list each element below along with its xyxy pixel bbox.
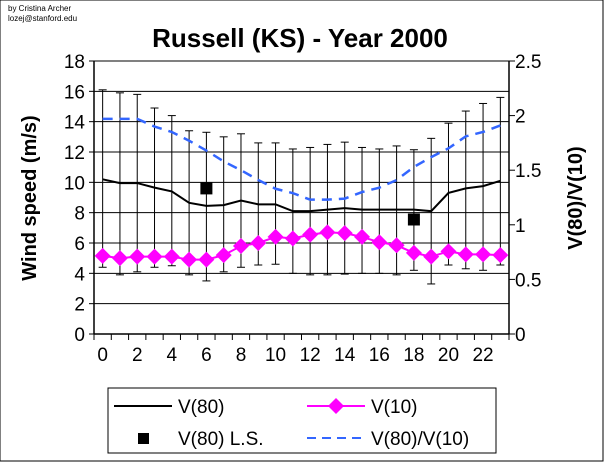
legend-box	[107, 387, 497, 454]
x-tick-label: 18	[403, 345, 424, 366]
v10-point	[163, 248, 180, 265]
v10-point	[405, 244, 422, 261]
x-tick-label: 0	[97, 345, 108, 366]
y2-tick-label: 1.5	[515, 161, 541, 182]
x-tick-label: 20	[438, 345, 459, 366]
legend-ls-label: V(80) L.S.	[178, 429, 264, 450]
v10-point	[284, 230, 301, 247]
v10-point	[354, 228, 371, 245]
y2-tick-label: 1	[515, 216, 526, 237]
y-tick-label: 16	[64, 82, 85, 103]
v10-point	[111, 250, 128, 267]
credit-email: lozej@stanford.edu	[8, 14, 77, 23]
credit-author: by Cristina Archer	[8, 4, 71, 13]
v10-point	[336, 225, 353, 242]
y2-axis-label: V(80)/V(10)	[565, 146, 587, 249]
legend-v80-label: V(80)	[178, 397, 224, 418]
x-tick-label: 22	[472, 345, 493, 366]
v10-point	[371, 234, 388, 251]
v10-point	[146, 248, 163, 265]
axes: 0 2 4 6 8 10 12 14 16 18 0 0.5 1 1.5 2 2.5 0 2 4 6 8 10 12 14 16…	[64, 52, 542, 366]
y-tick-label: 2	[74, 295, 85, 316]
x-tick-label: 4	[167, 345, 178, 366]
y2-tick-label: 2.5	[515, 52, 541, 73]
y-tick-label: 8	[74, 204, 85, 225]
ls-point	[200, 182, 213, 195]
x-tick-label: 6	[201, 345, 212, 366]
y-tick-label: 18	[64, 52, 85, 73]
legend-ratio-label: V(80)/V(10)	[371, 429, 469, 450]
v10-point	[302, 226, 319, 243]
v10-point	[475, 246, 492, 263]
legend-v10-label: V(10)	[371, 397, 417, 418]
v10-point	[181, 251, 198, 268]
chart-title: Russell (KS) - Year 2000	[152, 23, 448, 53]
v10-point	[492, 247, 509, 264]
y-tick-label: 0	[74, 325, 85, 346]
y2-tick-label: 2	[515, 107, 526, 128]
v10-point	[129, 248, 146, 265]
v80-line	[102, 178, 501, 213]
v10-point	[250, 235, 267, 251]
legend-v10-diamond-icon	[328, 398, 344, 414]
x-tick-label: 14	[334, 345, 356, 366]
y-tick-label: 6	[74, 234, 85, 255]
plot-marks	[94, 89, 509, 285]
v10-point	[319, 224, 336, 241]
v10-point	[388, 237, 405, 254]
y-axis-label: Wind speed (m/s)	[19, 115, 41, 280]
x-tick-label: 16	[369, 345, 390, 366]
x-tick-label: 10	[265, 345, 286, 366]
v10-point	[457, 246, 474, 263]
ratio-line	[102, 117, 501, 201]
y2-tick-label: 0	[515, 325, 526, 346]
v10-point	[232, 238, 249, 255]
y-tick-label: 14	[64, 113, 86, 134]
legend: V(80) V(10) V(80) L.S. V(80)/V(10)	[107, 387, 497, 454]
y2-tick-label: 0.5	[515, 270, 541, 291]
y-tick-label: 12	[64, 143, 85, 164]
y-tick-label: 4	[74, 264, 85, 285]
v10-point	[440, 243, 457, 260]
x-tick-label: 8	[236, 345, 247, 366]
x-tick-label: 12	[300, 345, 321, 366]
v10-point	[215, 247, 232, 264]
v10-point	[267, 228, 284, 245]
v10-point	[423, 248, 440, 265]
v10-point	[94, 247, 111, 264]
ls-point	[407, 213, 420, 226]
legend-ls-square-icon	[138, 433, 149, 444]
x-tick-label: 2	[132, 345, 143, 366]
v10-point	[198, 251, 215, 268]
y-tick-label: 10	[64, 173, 85, 194]
